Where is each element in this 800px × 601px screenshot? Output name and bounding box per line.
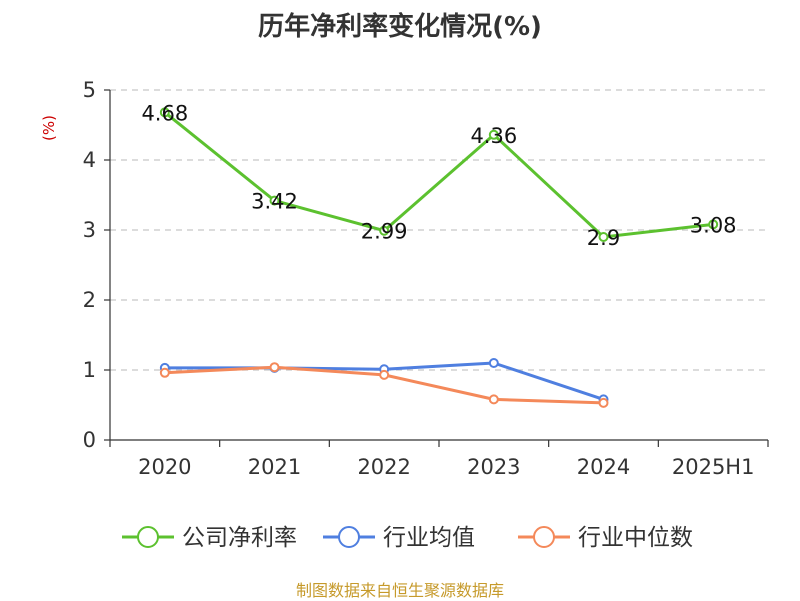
data-label: 2.9	[587, 226, 620, 250]
y-tick-label: 3	[83, 218, 96, 242]
data-point	[708, 219, 719, 230]
data-point	[379, 369, 390, 380]
data-label: 2.99	[361, 220, 408, 244]
data-point	[598, 397, 609, 408]
chart-title: 历年净利率变化情况(%)	[258, 12, 542, 42]
legend-marker	[338, 526, 360, 548]
data-label: 4.36	[470, 124, 517, 148]
data-label: 4.68	[141, 101, 188, 125]
data-labels: 4.68 3.42 2.99 4.36 2.9 3.08	[141, 101, 736, 250]
x-tick-label: 2023	[467, 455, 520, 479]
y-axis-label: (%)	[40, 115, 58, 141]
legend-label: 行业中位数	[578, 525, 693, 551]
data-point	[379, 225, 390, 236]
data-label: 3.08	[690, 213, 737, 237]
data-point	[488, 394, 499, 405]
y-tick-label: 5	[83, 78, 96, 102]
y-tick-label: 0	[83, 428, 96, 452]
x-tick-label: 2020	[138, 455, 191, 479]
x-tick-label: 2022	[357, 455, 410, 479]
series-line	[163, 111, 714, 239]
legend-marker	[137, 526, 159, 548]
legend-label: 公司净利率	[182, 525, 297, 551]
data-point	[269, 362, 280, 373]
data-point	[488, 129, 499, 140]
data-point	[159, 107, 170, 118]
x-tick-label: 2025H1	[672, 455, 755, 479]
data-point	[159, 367, 170, 378]
legend-marker	[533, 526, 555, 548]
x-tick-label: 2024	[577, 455, 630, 479]
x-tick-label: 2021	[248, 455, 301, 479]
legend: 公司净利率 行业均值 行业中位数	[122, 525, 693, 551]
data-point	[488, 358, 499, 368]
data-label: 3.42	[251, 190, 298, 214]
data-point	[269, 195, 280, 206]
axes: 0 1 2 3 4 5 2020 2021 2022 2023 2024 2025H1	[83, 78, 769, 479]
y-tick-label: 1	[83, 358, 96, 382]
y-tick-label: 4	[83, 148, 96, 172]
legend-label: 行业均值	[383, 525, 475, 551]
series-layer	[159, 107, 719, 408]
data-point	[598, 232, 609, 242]
source-note: 制图数据来自恒生聚源数据库	[295, 581, 504, 600]
y-tick-label: 2	[83, 288, 96, 312]
